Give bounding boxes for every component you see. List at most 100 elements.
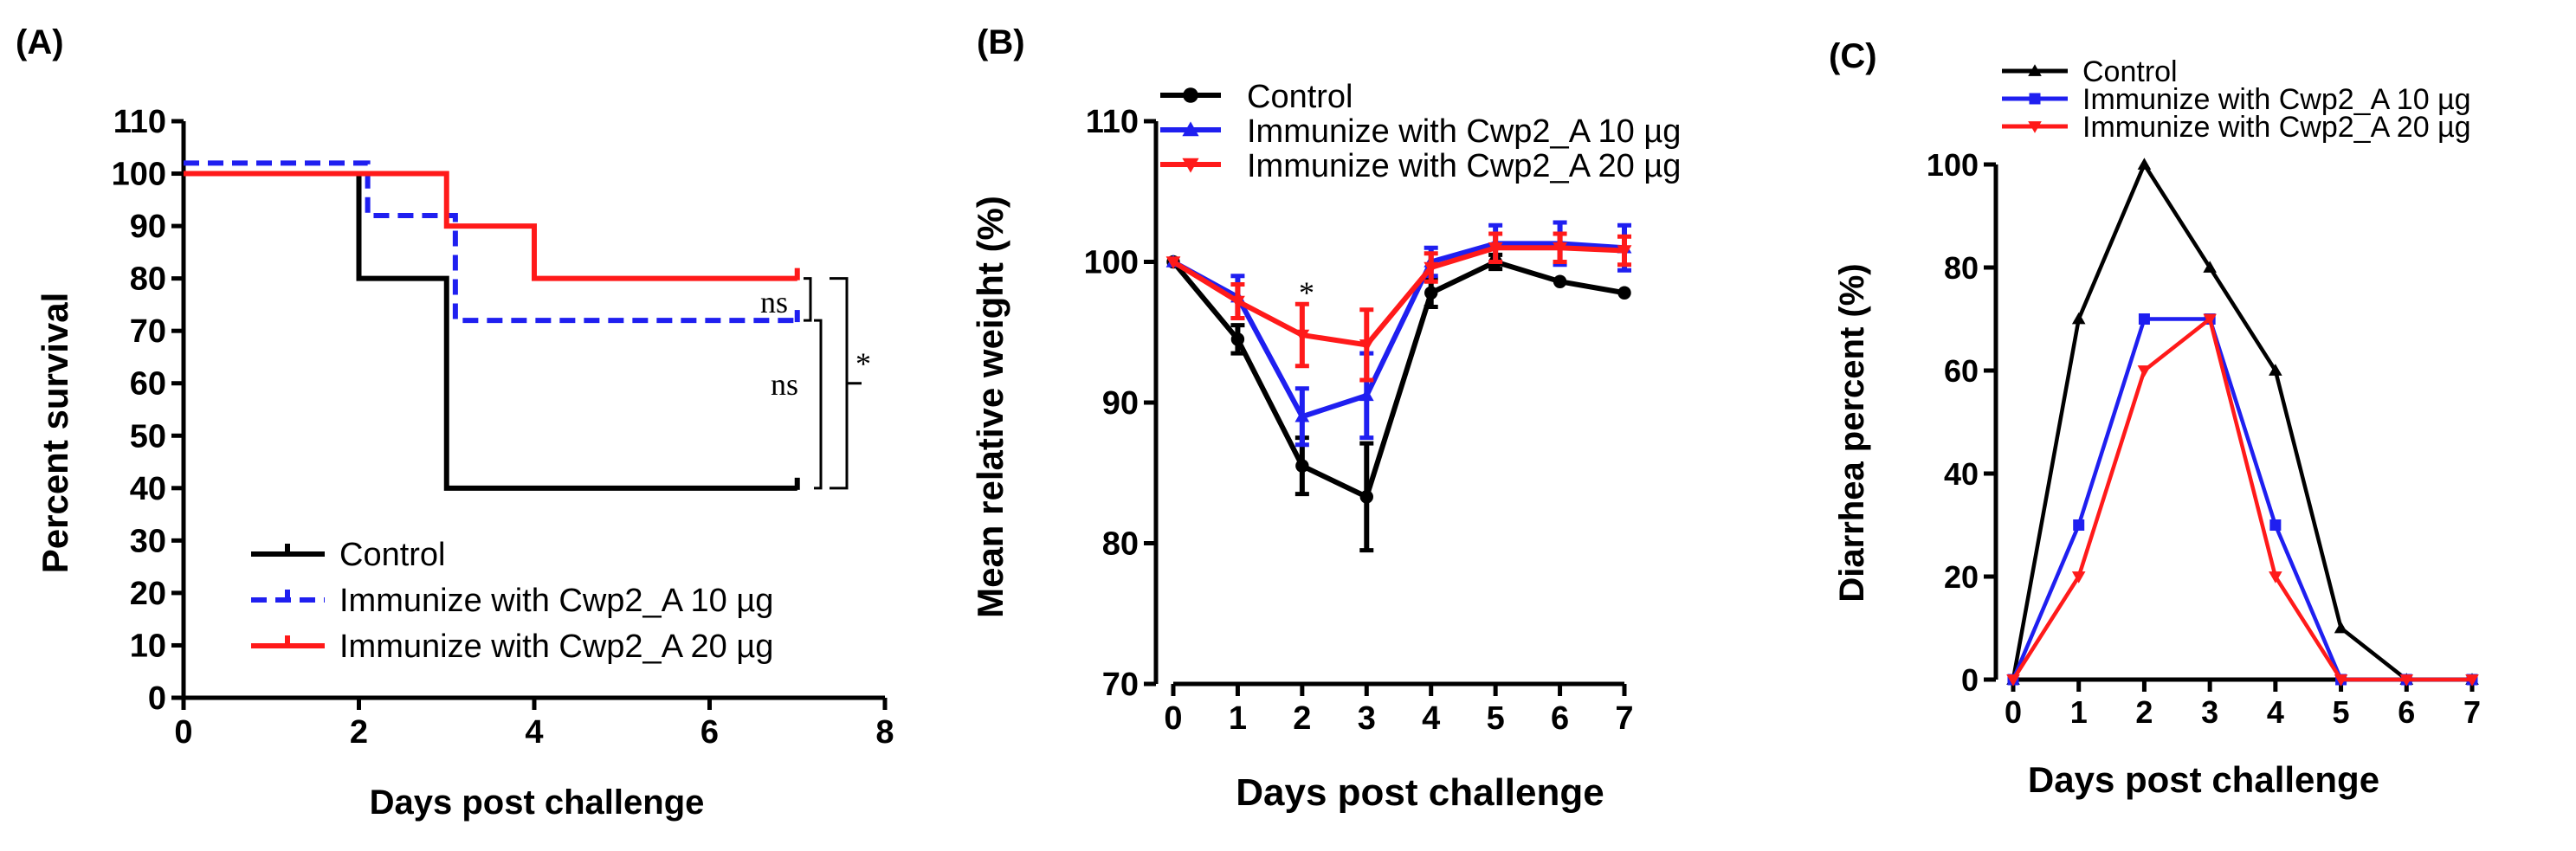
panel-c-twenty-point	[2137, 365, 2152, 377]
panel-b-label: (B)	[977, 23, 1025, 61]
panel-c-x-tick-label: 4	[2267, 694, 2284, 730]
panel-b-y-tick-label: 70	[1102, 667, 1139, 703]
panel-c-twenty-point	[2399, 674, 2414, 687]
legend-a-control-label: Control	[339, 537, 446, 573]
panel-a-y-tick-label: 90	[130, 209, 166, 245]
panel-c-y-axis-label: Diarrhea percent (%)	[1833, 263, 1871, 602]
panel-a-y-tick-label: 60	[130, 366, 166, 403]
panel-c-diarrhea-chart: (C) Diarrhea percent (%) Days post chall…	[1829, 37, 2481, 800]
panel-c-ten-point	[2138, 313, 2150, 325]
panel-c-series-ten-line	[2011, 317, 2472, 682]
panel-b-y-tick-label: 90	[1102, 385, 1139, 422]
panel-b-weight-chart: (B) Mean relative weight (%) Days post c…	[970, 23, 1681, 814]
panel-a-bracket-10-vs-control	[814, 319, 823, 490]
panel-b-x-tick-label: 5	[1487, 700, 1505, 737]
legend-c-control-label: Control	[2082, 55, 2178, 88]
panel-a-bracket-20-vs-10	[804, 277, 812, 322]
legend-c-twenty-marker	[2028, 121, 2042, 133]
panel-b-twenty-point	[1617, 245, 1632, 258]
panel-c-control-point	[2137, 158, 2152, 170]
panel-a-bracket-20-vs-control	[830, 277, 849, 490]
panel-c-y-tick-label: 60	[1944, 353, 1979, 389]
legend-c-control-marker	[2028, 64, 2042, 76]
panel-b-x-tick-label: 6	[1551, 700, 1569, 737]
panel-b-twenty-point	[1294, 329, 1310, 343]
panel-b-control-point	[1230, 332, 1245, 346]
legend-b-ten-marker	[1182, 121, 1199, 137]
panel-a-y-tick-label: 0	[148, 680, 166, 717]
panel-b-x-axis-label: Days post challenge	[1236, 771, 1604, 814]
panel-c-control-point	[2071, 312, 2086, 325]
panel-a-y-tick-label: 100	[112, 157, 166, 193]
panel-a-y-tick-label: 110	[113, 104, 166, 140]
legend-b-ten-label: Immunize with Cwp2_A 10 µg	[1247, 113, 1681, 150]
panel-c-x-tick-label: 6	[2398, 694, 2415, 730]
legend-b-control-label: Control	[1247, 79, 1353, 115]
panel-b-control-point	[1359, 490, 1373, 504]
legend-c-ten-label: Immunize with Cwp2_A 10 µg	[2082, 83, 2471, 116]
panel-c-series-control-line	[2011, 160, 2472, 682]
legend-c-ten-marker	[2029, 93, 2041, 105]
panel-a-y-tick-label: 70	[130, 313, 166, 350]
panel-b-y-tick-label: 80	[1102, 526, 1139, 563]
legend-b-twenty-label: Immunize with Cwp2_A 20 µg	[1247, 148, 1681, 184]
panel-a-x-tick-label: 6	[700, 714, 719, 751]
panel-a-series-twenty-line	[184, 171, 797, 281]
panel-b-ten-point	[1359, 388, 1374, 402]
panel-b-control-point	[1617, 286, 1631, 300]
panel-c-x-tick-label: 2	[2135, 694, 2153, 730]
panel-b-series-control-line	[1171, 259, 1625, 501]
legend-a-ten-label: Immunize with Cwp2_A 10 µg	[339, 583, 773, 619]
panel-b-series-twenty-line	[1172, 245, 1625, 348]
panel-c-twenty-point	[2071, 571, 2086, 583]
panel-c-series-twenty-line	[2011, 315, 2472, 682]
legend-b-twenty-marker	[1182, 158, 1199, 173]
panel-c-y-tick-label: 40	[1944, 456, 1979, 492]
panel-b-twenty-point	[1165, 256, 1181, 269]
panel-c-twenty-point	[2006, 674, 2020, 687]
panel-b-x-tick-label: 1	[1229, 700, 1247, 737]
panel-a-x-tick-label: 0	[174, 714, 192, 751]
panel-c-ten-point	[2269, 519, 2282, 531]
panel-c-twenty-point	[2334, 674, 2348, 687]
panel-a-y-tick-label: 30	[130, 523, 166, 559]
panel-b-x-tick-label: 3	[1358, 700, 1376, 737]
panel-a-y-tick-label: 80	[130, 261, 166, 298]
panel-c-x-tick-label: 0	[2005, 694, 2022, 730]
panel-a-y-axis-label: Percent survival	[35, 293, 75, 574]
panel-c-twenty-point	[2203, 313, 2217, 326]
panel-a-x-tick-label: 8	[875, 714, 894, 751]
panel-b-twenty-point	[1359, 339, 1374, 352]
panel-b-x-tick-label: 4	[1422, 700, 1440, 737]
panel-b-y-tick-label: 110	[1086, 104, 1139, 140]
panel-b-twenty-point	[1553, 242, 1567, 255]
panel-b-y-axis-label: Mean relative weight (%)	[970, 196, 1010, 618]
panel-a-series-control-line	[184, 171, 797, 491]
panel-a-y-tick-label: 20	[130, 576, 166, 612]
panel-b-series-ten-line	[1172, 241, 1625, 420]
panel-c-control-point	[2334, 621, 2348, 634]
panel-b-control-point	[1295, 459, 1309, 473]
panel-c-y-tick-label: 80	[1944, 250, 1979, 286]
panel-a-x-tick-label: 4	[525, 714, 543, 751]
panel-a-label: (A)	[16, 23, 64, 61]
panel-c-x-tick-label: 3	[2201, 694, 2218, 730]
panel-a-star-annotation: *	[855, 346, 871, 381]
legend-a-twenty-label: Immunize with Cwp2_A 20 µg	[339, 629, 773, 665]
panel-a-y-tick-label: 10	[130, 628, 166, 664]
panel-b-control-point	[1424, 286, 1438, 300]
panel-a-series-ten-line	[184, 160, 797, 324]
panel-a-y-tick-label: 50	[130, 418, 166, 455]
panel-c-x-tick-label: 5	[2333, 694, 2350, 730]
panel-c-x-tick-label: 7	[2463, 694, 2481, 730]
panel-b-star-annotation: *	[1299, 275, 1314, 310]
panel-b-twenty-point	[1230, 295, 1245, 309]
panel-c-label: (C)	[1829, 37, 1877, 75]
panel-b-y-tick-label: 100	[1084, 245, 1139, 281]
panel-b-twenty-point	[1424, 261, 1439, 275]
panel-c-x-tick-label: 1	[2070, 694, 2088, 730]
panel-a-ns-top-annotation: ns	[760, 285, 788, 319]
panel-b-x-tick-label: 7	[1615, 700, 1633, 737]
legend-c-twenty-label: Immunize with Cwp2_A 20 µg	[2082, 111, 2471, 144]
panel-c-y-tick-label: 100	[1927, 147, 1979, 183]
